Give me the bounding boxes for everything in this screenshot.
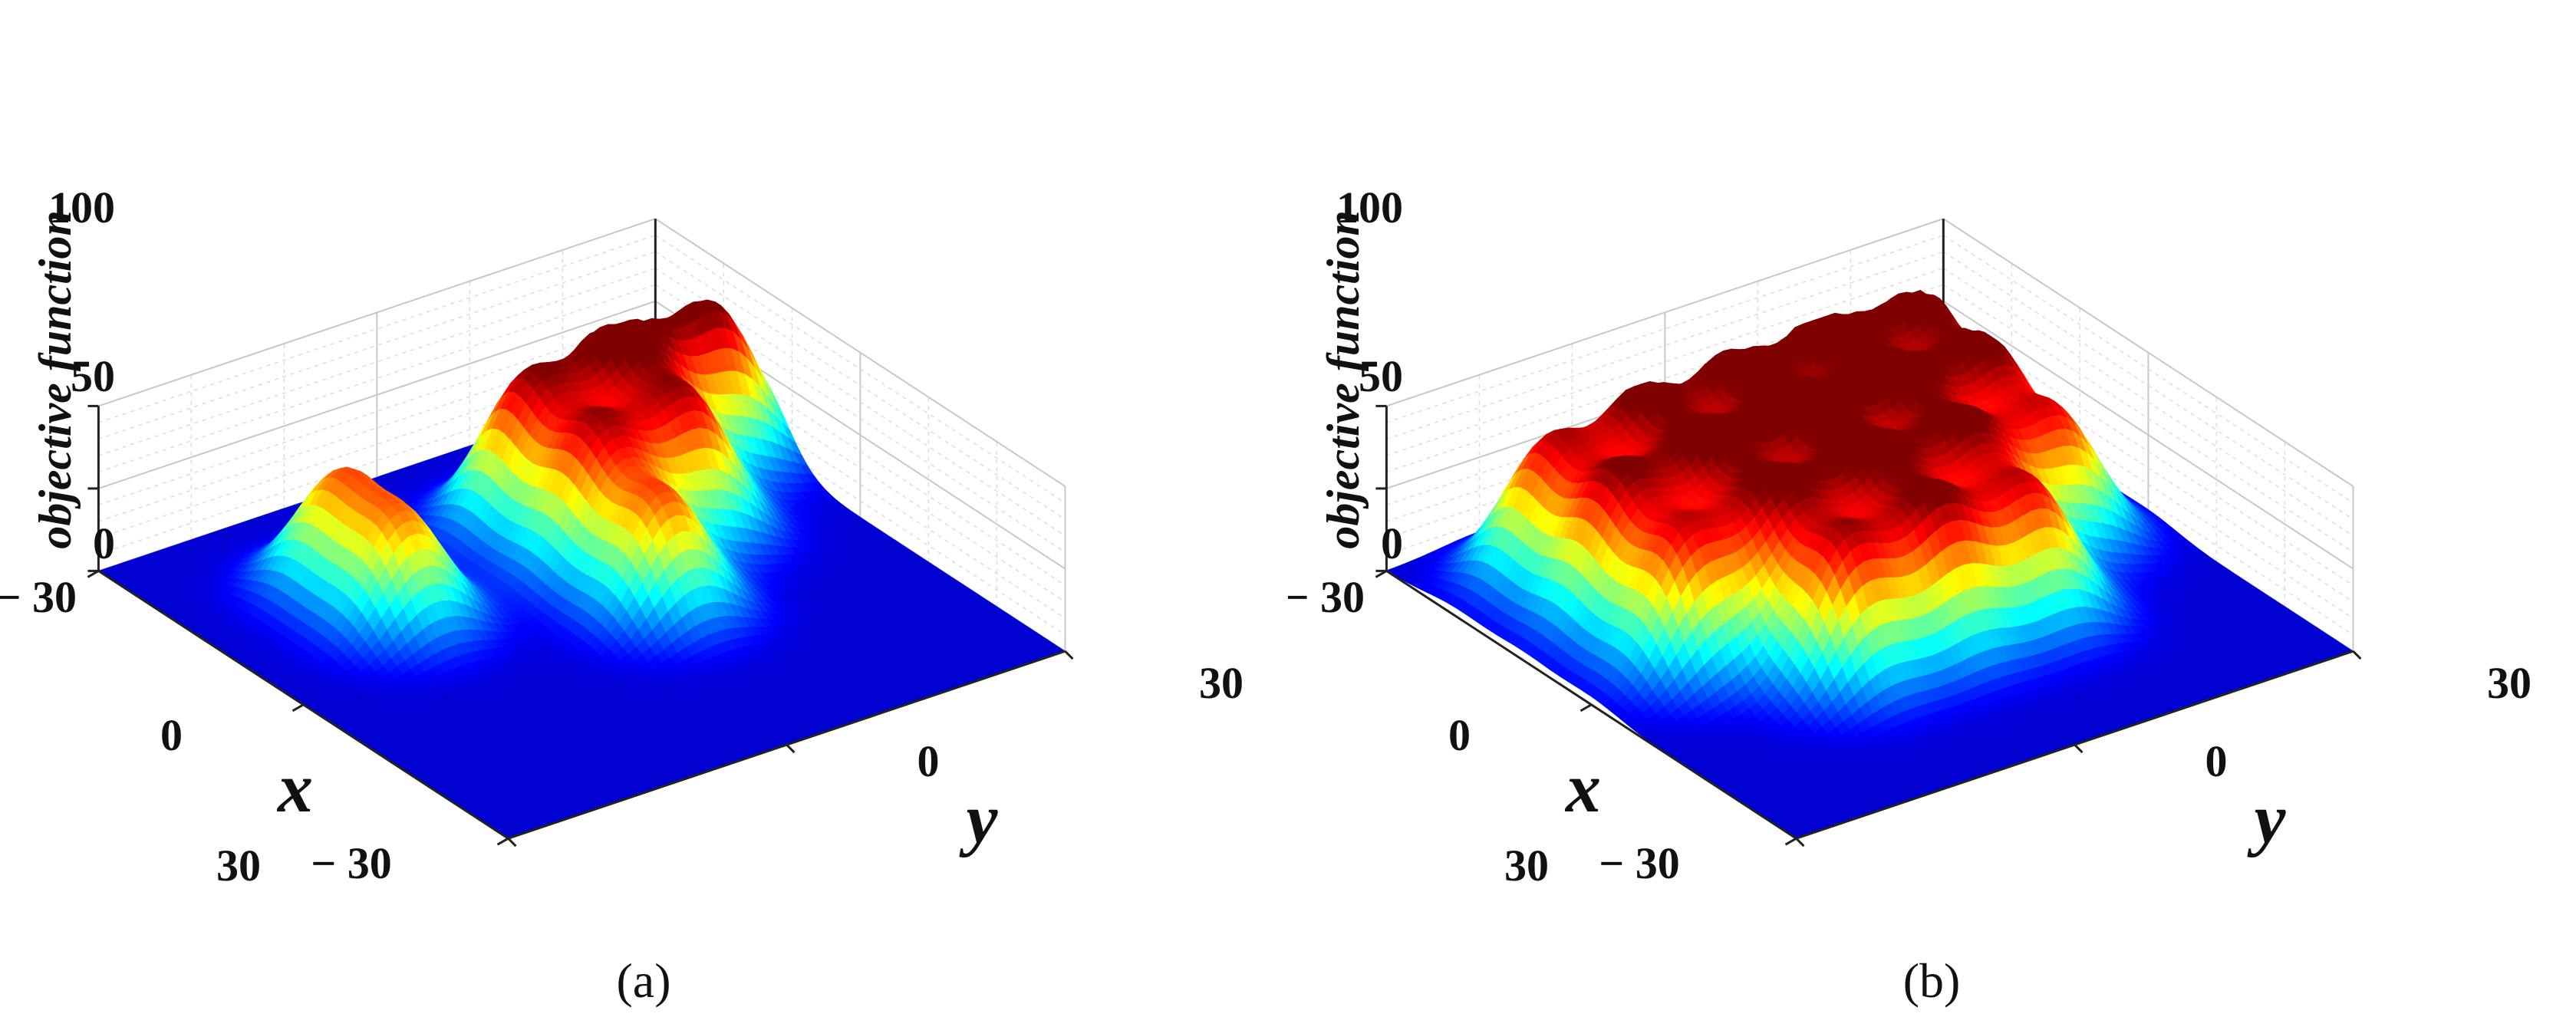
x-tick-mid: 0	[160, 710, 183, 760]
x-tick-mark	[292, 703, 305, 713]
grid-line	[654, 235, 1066, 504]
x-tick-max: 30	[216, 841, 261, 890]
grid-line	[654, 268, 1066, 537]
panel-a: 0 50 100 − 30 0 30 − 30 0 30 x y objecti…	[0, 183, 1244, 1008]
y-tick-mark	[507, 838, 517, 848]
grid-line	[98, 284, 656, 473]
z-tick-0: 0	[93, 518, 115, 568]
panel-caption: (a)	[616, 953, 670, 1008]
y-tick-max: 30	[1199, 658, 1244, 708]
grid-line	[98, 251, 656, 440]
panel-b: 0 50 100 − 30 0 30 − 30 0 30 x y objecti…	[1288, 0, 2576, 1017]
grid-line	[98, 300, 656, 489]
x-tick-min: − 30	[0, 572, 77, 622]
grid-line	[98, 268, 656, 456]
x-tick-mark	[496, 837, 509, 846]
y-tick-mid: 0	[917, 736, 940, 786]
y-tick-min: − 30	[311, 838, 392, 888]
grid-line	[654, 334, 1066, 603]
x-axis-label: x	[276, 749, 313, 827]
grid-line	[654, 317, 1066, 586]
surface-chart-b: 0 50 100 − 30 0 30 − 30 0 30 x y objecti…	[1288, 183, 2532, 1008]
z-axis-label: objective function	[30, 210, 81, 549]
y-tick-mark	[1064, 650, 1074, 660]
grid-line	[654, 218, 1066, 487]
grid-line	[98, 235, 656, 423]
y-axis-label: y	[959, 779, 999, 857]
grid-line	[98, 317, 656, 506]
grid-line	[98, 218, 656, 407]
y-tick-mark	[786, 744, 796, 754]
grid-line	[654, 367, 1066, 636]
surface-chart-a: 0 50 100 − 30 0 30 − 30 0 30 x y objecti…	[0, 183, 1244, 1008]
grid-line	[654, 251, 1066, 520]
grid-line	[654, 350, 1066, 619]
grid-line	[654, 284, 1066, 553]
